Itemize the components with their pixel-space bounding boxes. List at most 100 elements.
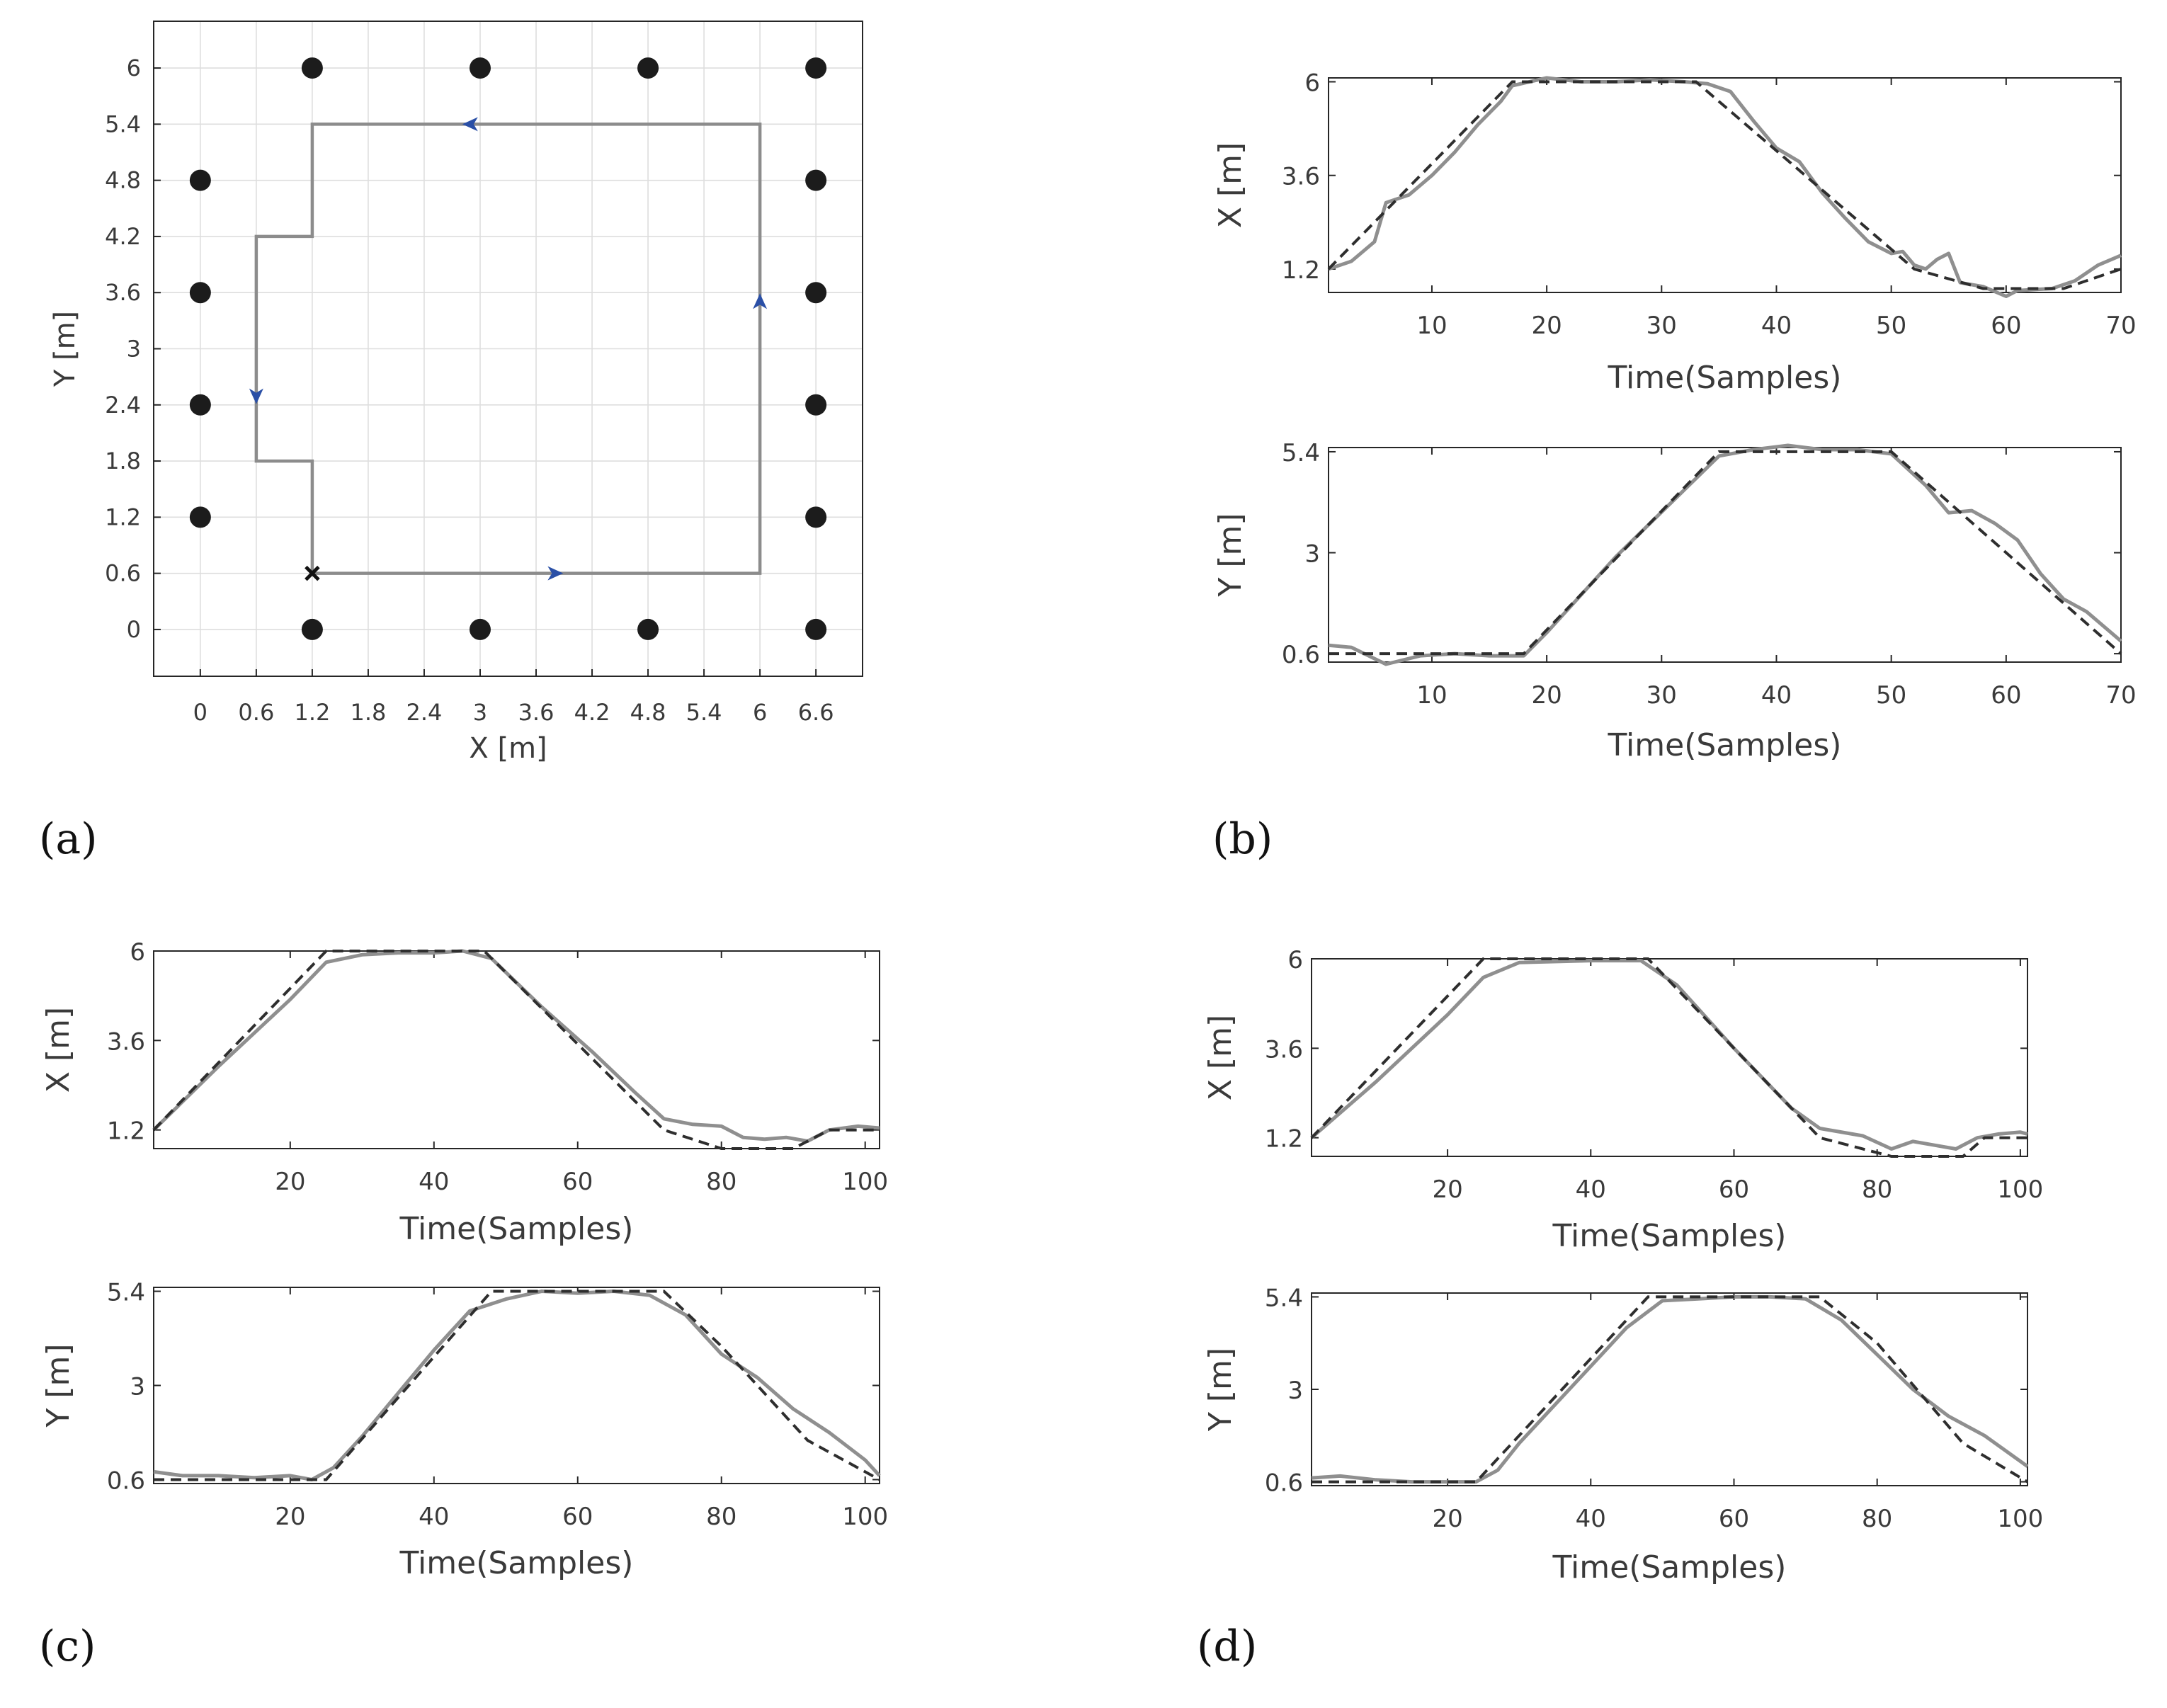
- y-tick-label: 0.6: [105, 560, 141, 587]
- direction-arrow-down: [249, 388, 263, 404]
- plot-frame: [1311, 1292, 2028, 1486]
- series-estimate: [153, 1289, 881, 1481]
- x-tick-label: 100: [1997, 1175, 2043, 1204]
- subplot-x: 10 20 30 40 50 60 70 1.2 3.6 6 Time(Samples) X [m]: [1212, 69, 2137, 396]
- anchor-node: [805, 169, 827, 191]
- y-tick-label: 3.6: [107, 1027, 145, 1056]
- x-tick-label: 5.4: [686, 699, 722, 726]
- anchor-node: [469, 57, 491, 79]
- anchor-node: [637, 618, 659, 640]
- y-tick-label: 6: [130, 938, 145, 967]
- y-tick-label: 2.4: [105, 392, 141, 419]
- chart-a: 0 0.6 1.2 1.8 2.4 3 3.6 4.2 4.8 5.4 6 6.6 0 0.6 1.2 1.8…: [49, 21, 863, 765]
- series-estimate: [1328, 443, 2122, 666]
- y-tick-label: 0.6: [1282, 641, 1320, 669]
- x-tick-label: 20: [1531, 312, 1562, 340]
- x-tick-label: 50: [1876, 681, 1906, 710]
- y-tick-label: 6: [1304, 69, 1320, 98]
- y-tick-label: 1.2: [105, 503, 141, 530]
- plot-frame: [153, 1287, 880, 1484]
- y-tick-label: 3.6: [105, 279, 141, 306]
- y-tick-label: 3.6: [1265, 1035, 1303, 1064]
- anchor-node: [469, 618, 491, 640]
- x-tick-label: 60: [1719, 1175, 1749, 1204]
- x-axis-label: Time(Samples): [1608, 360, 1842, 396]
- subplot-x: 20 40 60 80 100 1.2 3.6 6 Time(Samples) X [m]: [1202, 946, 2043, 1254]
- series-ground-truth: [1329, 450, 2122, 656]
- y-tick-label: 0: [127, 616, 141, 643]
- y-tick-label: 5.4: [1282, 439, 1320, 467]
- y-tick-label: 5.4: [107, 1279, 145, 1307]
- x-tick-label: 70: [2105, 312, 2136, 340]
- series-estimate: [1311, 1294, 2029, 1484]
- y-tick-label: 5.4: [1265, 1284, 1303, 1312]
- y-tick-label: 1.2: [1265, 1125, 1303, 1154]
- y-tick-label: 1.2: [1282, 256, 1320, 285]
- x-tick-label: 60: [562, 1503, 593, 1531]
- anchor-node: [301, 618, 323, 640]
- anchor-node: [637, 57, 659, 79]
- direction-arrow-left: [462, 117, 478, 132]
- x-tick-label: 4.2: [574, 699, 610, 726]
- x-tick-label: 40: [419, 1168, 449, 1196]
- x-tick-label: 50: [1876, 312, 1906, 340]
- panel-label-b: (b): [1212, 814, 1273, 864]
- series-ground-truth: [154, 1289, 880, 1481]
- anchor-node: [301, 57, 323, 79]
- x-tick-label: 4.8: [630, 699, 666, 726]
- direction-arrow-right: [547, 566, 564, 581]
- x-tick-label: 40: [419, 1503, 449, 1531]
- plot-frame: [1311, 958, 2028, 1157]
- series-estimate: [152, 949, 880, 1143]
- x-tick-label: 0: [193, 699, 207, 726]
- y-tick-label: 3: [1287, 1377, 1303, 1405]
- x-tick-label: 3.6: [518, 699, 554, 726]
- plot-frame: [1328, 447, 2122, 663]
- x-tick-label: 30: [1646, 681, 1677, 710]
- y-axis-label: Y [m]: [40, 1343, 76, 1428]
- subplot-x: 20 40 60 80 100 1.2 3.6 6 Time(Samples) X [m]: [40, 938, 888, 1247]
- x-tick-label: 6.6: [798, 699, 834, 726]
- x-axis-label: X [m]: [469, 732, 547, 765]
- y-axis-label: X [m]: [1202, 1015, 1239, 1100]
- plot-frame: [1328, 77, 2122, 293]
- panel-label-c: (c): [39, 1622, 96, 1671]
- x-tick-label: 80: [1862, 1505, 1892, 1533]
- panel-label-d: (d): [1197, 1622, 1257, 1671]
- x-tick-label: 3: [473, 699, 487, 726]
- x-tick-label: 2.4: [406, 699, 443, 726]
- x-tick-label: 80: [706, 1168, 736, 1196]
- y-tick-label: 0.6: [107, 1467, 145, 1495]
- y-tick-label: 4.8: [105, 167, 141, 194]
- y-tick-label: 5.4: [105, 110, 141, 137]
- x-tick-label: 6: [753, 699, 767, 726]
- anchor-node: [805, 506, 827, 528]
- x-tick-label: 80: [706, 1503, 736, 1531]
- x-tick-label: 60: [1991, 681, 2021, 710]
- trajectory-path: [254, 123, 762, 575]
- anchor-node: [189, 169, 211, 191]
- subplot-y: 20 40 60 80 100 0.6 3 5.4 Time(Samples) Y [m]: [40, 1279, 888, 1581]
- panel-label-a: (a): [39, 814, 98, 864]
- y-tick-label: 3: [127, 336, 141, 363]
- y-tick-label: 4.2: [105, 223, 141, 250]
- start-marker: [305, 565, 320, 581]
- series-estimate: [1328, 76, 2122, 298]
- anchor-node: [189, 394, 211, 416]
- x-tick-label: 100: [1997, 1505, 2043, 1533]
- anchor-node: [189, 282, 211, 304]
- x-tick-label: 1.8: [350, 699, 386, 726]
- y-axis-label: Y [m]: [49, 311, 81, 387]
- x-tick-label: 20: [275, 1503, 305, 1531]
- y-tick-label: 3: [130, 1373, 145, 1401]
- x-tick-label: 60: [562, 1168, 593, 1196]
- anchor-node: [189, 506, 211, 528]
- x-axis-label: Time(Samples): [399, 1545, 634, 1581]
- x-tick-label: 20: [275, 1168, 305, 1196]
- x-tick-label: 20: [1432, 1175, 1462, 1204]
- series-ground-truth: [1310, 957, 2027, 1158]
- x-tick-label: 40: [1576, 1175, 1606, 1204]
- chart-d: 20 40 60 80 100 1.2 3.6 6 Time(Samples) X [m] 20 40…: [1202, 946, 2043, 1585]
